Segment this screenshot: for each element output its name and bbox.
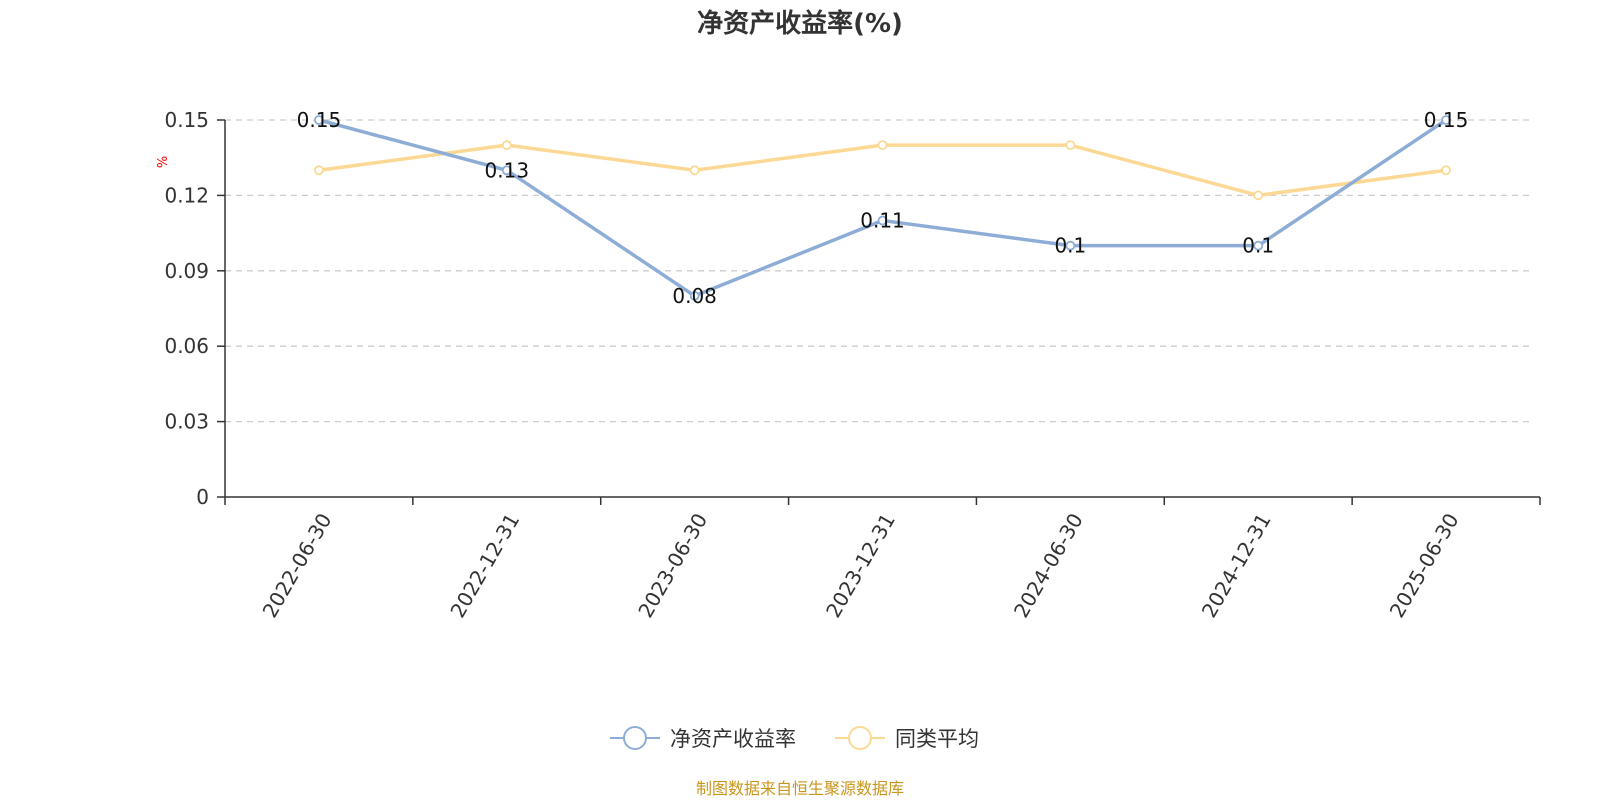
data-point xyxy=(1253,190,1264,201)
data-point xyxy=(1441,165,1451,176)
y-tick-label: 0.09 xyxy=(164,259,209,283)
legend-label: 同类平均 xyxy=(895,727,979,751)
y-tick-label: 0.12 xyxy=(164,183,209,207)
source-note: 制图数据来自恒生聚源数据库 xyxy=(696,779,904,798)
legend-marker xyxy=(623,726,647,750)
data-point xyxy=(1065,140,1076,151)
data-label: 0.1 xyxy=(1242,234,1274,258)
y-tick-label: 0.06 xyxy=(164,334,209,358)
x-tick-label: 2022-12-31 xyxy=(445,509,524,622)
x-tick-label: 2023-12-31 xyxy=(821,509,900,622)
data-label: 0.11 xyxy=(860,209,905,233)
x-tick-label: 2024-12-31 xyxy=(1197,509,1276,622)
data-label: 0.08 xyxy=(672,284,717,308)
x-tick-label: 2023-06-30 xyxy=(633,509,712,622)
data-point xyxy=(689,165,700,176)
y-axis-unit-label: % xyxy=(156,156,171,168)
data-point xyxy=(501,165,512,176)
y-tick-label: 0 xyxy=(196,485,209,509)
data-point xyxy=(877,215,888,226)
chart-title: 净资产收益率(%) xyxy=(697,8,903,39)
legend-label: 净资产收益率 xyxy=(670,727,796,751)
data-point xyxy=(314,115,324,125)
x-tick-label: 2025-06-30 xyxy=(1385,509,1464,622)
data-label: 0.1 xyxy=(1054,234,1086,258)
data-point xyxy=(1065,240,1076,251)
data-label: 0.13 xyxy=(485,158,530,182)
legend-marker xyxy=(848,726,872,750)
data-point xyxy=(1253,240,1264,251)
data-label: 0.15 xyxy=(1424,108,1469,132)
y-tick-label: 0.03 xyxy=(164,410,209,434)
grid-lines xyxy=(225,119,1532,423)
data-point xyxy=(877,140,888,151)
series-lines xyxy=(314,115,1451,301)
data-point xyxy=(501,140,512,151)
data-labels: 0.15 0.13 0.08 0.11 0.1 0.1 0.15 xyxy=(297,108,1469,308)
data-label: 0.15 xyxy=(297,108,342,132)
y-tick-label: 0.15 xyxy=(164,108,209,132)
data-point xyxy=(1441,115,1451,125)
x-tick-label: 2022-06-30 xyxy=(258,509,337,622)
data-point xyxy=(689,291,700,301)
legend-item[interactable]: 同类平均 xyxy=(835,726,979,751)
legend-item[interactable]: 净资产收益率 xyxy=(610,726,796,751)
legend[interactable]: 净资产收益率 同类平均 xyxy=(610,726,979,751)
data-point xyxy=(314,165,324,176)
x-tick-label: 2024-06-30 xyxy=(1009,509,1088,622)
